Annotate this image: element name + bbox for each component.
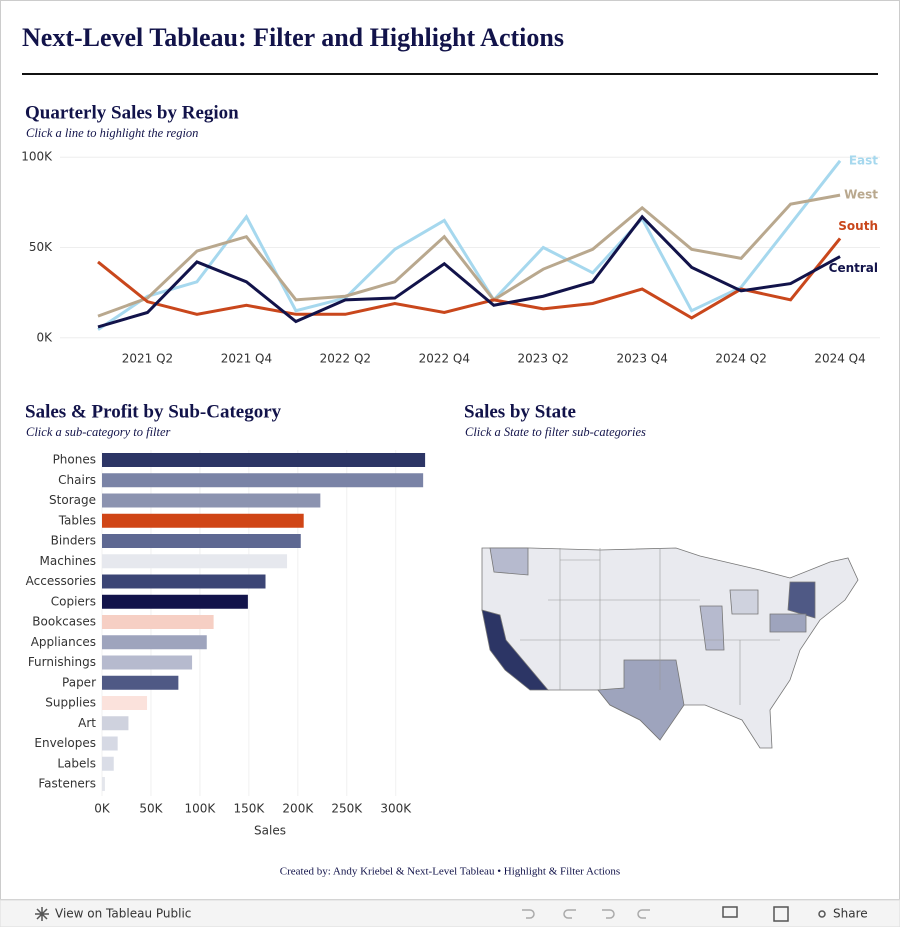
bar[interactable] (102, 534, 301, 548)
x-tick-label: 2024 Q4 (814, 352, 865, 366)
bar[interactable] (102, 554, 288, 569)
bar[interactable] (102, 453, 426, 467)
y-tick-label: 100K (21, 150, 53, 164)
series-label: West (844, 188, 878, 202)
x-tick-label: 2022 Q4 (419, 352, 470, 366)
y-tick-label: Appliances (31, 635, 96, 649)
y-tick-label: Storage (49, 493, 96, 507)
y-tick-label: Chairs (58, 473, 96, 487)
line[interactable] (97, 193, 841, 318)
toolbar-icons (522, 906, 826, 922)
x-tick-label: 250K (331, 802, 363, 816)
y-tick-label: Bookcases (32, 615, 96, 629)
x-tick-label: 300K (380, 802, 412, 816)
bar[interactable] (102, 493, 321, 508)
bar[interactable] (102, 594, 248, 609)
chart-title: Sales & Profit by Sub-Category (25, 401, 282, 422)
us-map[interactable] (481, 547, 859, 749)
y-tick-label: Phones (53, 453, 96, 467)
y-tick-label: Accessories (26, 574, 96, 588)
y-tick-label: Binders (51, 534, 96, 548)
x-tick-label: 2024 Q2 (715, 352, 766, 366)
x-tick-label: 2023 Q2 (518, 352, 569, 366)
y-tick-label: Furnishings (28, 655, 96, 669)
y-tick-label: Machines (40, 554, 96, 568)
device[interactable] (722, 906, 738, 918)
series-label: Central (829, 261, 878, 275)
x-tick-label: 200K (282, 802, 314, 816)
footer: Created by: Andy Kriebel & Next-Level Ta… (280, 866, 620, 878)
chart-subtitle: Click a State to filter sub-categories (465, 425, 646, 439)
bar[interactable] (102, 756, 114, 771)
bar[interactable] (102, 635, 207, 650)
pennsylvania[interactable] (769, 613, 807, 633)
x-tick-label: 2023 Q4 (616, 352, 667, 366)
y-tick-label: Art (78, 716, 96, 730)
series-label: East (849, 153, 878, 167)
x-tick-label: 150K (233, 802, 265, 816)
x-tick-label: 100K (185, 802, 217, 816)
us-outline[interactable] (481, 547, 859, 749)
bar[interactable] (102, 777, 105, 791)
bar[interactable] (102, 615, 214, 629)
series-label: South (838, 219, 878, 233)
texas[interactable] (597, 659, 685, 741)
chart-subtitle: Click a sub-category to filter (26, 425, 171, 439)
bar[interactable] (102, 675, 179, 690)
frame (0, 0, 900, 900)
x-axis-title: Sales (254, 824, 286, 838)
share-button[interactable]: Share (833, 907, 868, 921)
y-tick-label: 0K (36, 330, 53, 344)
y-tick-label: Fasteners (38, 777, 96, 791)
x-tick-label: 2021 Q4 (221, 352, 272, 366)
bar[interactable] (102, 473, 424, 488)
view-link[interactable]: View on Tableau Public (55, 907, 191, 921)
fullscreen[interactable] (773, 906, 789, 922)
line[interactable] (97, 159, 842, 331)
line[interactable] (97, 214, 841, 329)
toolbar (0, 899, 900, 927)
illinois[interactable] (699, 605, 725, 651)
chart-title: Quarterly Sales by Region (25, 102, 239, 123)
state-borders (520, 548, 780, 705)
y-tick-label: Tables (58, 513, 96, 527)
x-tick-label: 50K (139, 802, 163, 816)
y-tick-label: Copiers (51, 594, 96, 608)
refresh[interactable] (637, 909, 650, 919)
bar[interactable] (102, 655, 193, 670)
bar[interactable] (102, 696, 148, 710)
line[interactable] (97, 237, 842, 320)
y-tick-label: Envelopes (34, 736, 96, 750)
redo[interactable] (563, 909, 576, 919)
washington[interactable] (489, 547, 529, 576)
california[interactable] (481, 609, 549, 691)
page-title: Next-Level Tableau: Filter and Highlight… (22, 23, 564, 52)
x-tick-label: 2021 Q2 (122, 352, 173, 366)
tableau-icon[interactable] (35, 907, 49, 921)
x-tick-label: 2022 Q2 (320, 352, 371, 366)
chart-subtitle: Click a line to highlight the region (26, 126, 198, 140)
y-tick-label: Labels (57, 756, 96, 770)
share-icon[interactable] (818, 910, 826, 918)
bar[interactable] (102, 736, 118, 751)
y-tick-label: Supplies (45, 696, 96, 710)
revert[interactable] (602, 909, 615, 919)
y-tick-label: Paper (62, 675, 96, 689)
x-tick-label: 0K (94, 802, 111, 816)
y-tick-label: 50K (29, 240, 53, 254)
michigan[interactable] (729, 589, 759, 615)
bar[interactable] (102, 513, 304, 528)
undo[interactable] (522, 909, 535, 919)
bar[interactable] (102, 716, 129, 731)
new-york[interactable] (787, 581, 816, 619)
bar[interactable] (102, 574, 266, 589)
chart-title: Sales by State (464, 401, 576, 422)
